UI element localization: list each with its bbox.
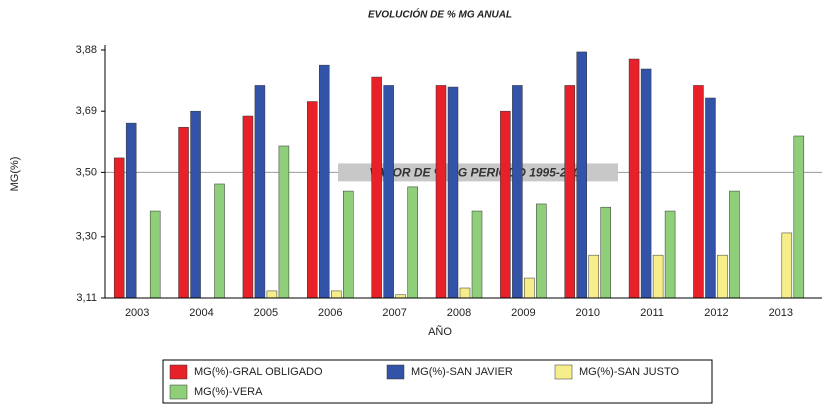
legend-label: MG(%)-GRAL OBLIGADO	[194, 366, 323, 378]
bar	[500, 110, 511, 299]
bar	[371, 76, 382, 299]
legend-swatch	[169, 384, 188, 400]
y-tick-label: 3,30	[76, 231, 97, 243]
legend-swatch	[554, 364, 573, 380]
chart-title: EVOLUCIÓN DE % MG ANUAL	[368, 8, 512, 21]
x-tick-label: 2013	[769, 307, 793, 319]
bar	[564, 85, 575, 299]
bar	[319, 64, 330, 299]
x-tick-label: 2005	[254, 307, 278, 319]
x-tick-label: 2007	[382, 307, 406, 319]
x-tick-label: 2003	[125, 307, 149, 319]
x-tick-label: 2004	[189, 307, 213, 319]
bar	[512, 85, 523, 299]
legend-swatch	[169, 364, 188, 380]
bar	[214, 183, 225, 299]
legend-label: MG(%)-SAN JUSTO	[579, 366, 679, 378]
bar	[149, 210, 161, 299]
bar	[693, 85, 704, 299]
bar	[588, 254, 599, 299]
bar	[331, 290, 342, 299]
x-tick-label: 2010	[575, 307, 599, 319]
legend-label: MG(%)-SAN JAVIER	[411, 366, 513, 378]
bar	[125, 122, 137, 299]
bar	[717, 254, 728, 299]
legend-box	[162, 359, 713, 404]
y-tick-label: 3,11	[76, 292, 97, 304]
x-tick-label: 2009	[511, 307, 535, 319]
y-tick-label: 3,50	[76, 166, 97, 178]
bar	[178, 127, 189, 299]
bar	[459, 287, 471, 299]
bar	[278, 145, 290, 299]
bar	[781, 232, 793, 299]
bar	[600, 206, 611, 299]
bar	[536, 203, 547, 299]
bar	[266, 290, 278, 299]
y-axis-label: MG(%)	[9, 157, 21, 192]
bar	[705, 97, 716, 299]
annotation-bg	[338, 163, 618, 182]
bar	[576, 51, 587, 299]
y-tick-label: 3,69	[76, 105, 97, 117]
bar	[254, 85, 266, 299]
bar	[383, 85, 394, 299]
bar	[664, 210, 676, 299]
bar	[113, 157, 125, 299]
bar	[407, 186, 418, 299]
bar	[435, 85, 447, 299]
bar	[343, 190, 354, 299]
bar	[471, 210, 483, 299]
x-tick-label: 2006	[318, 307, 342, 319]
bar	[640, 68, 652, 299]
bar	[524, 277, 535, 299]
legend-label: MG(%)-VERA	[194, 386, 263, 398]
x-axis-label: AÑO	[428, 325, 452, 338]
bar	[242, 115, 254, 299]
y-tick-label: 3,88	[76, 44, 97, 56]
reference-label: VALOR DE % MG PERIODO 1995-2000	[369, 166, 587, 180]
x-tick-label: 2011	[640, 307, 664, 319]
bar	[652, 254, 664, 299]
x-tick-label: 2008	[447, 307, 471, 319]
bar	[628, 58, 640, 299]
bar	[190, 110, 201, 299]
x-tick-label: 2012	[704, 307, 728, 319]
bar	[447, 86, 459, 299]
legend-swatch	[386, 364, 405, 380]
bar	[729, 190, 740, 299]
bar	[793, 135, 805, 299]
bar	[307, 101, 318, 299]
